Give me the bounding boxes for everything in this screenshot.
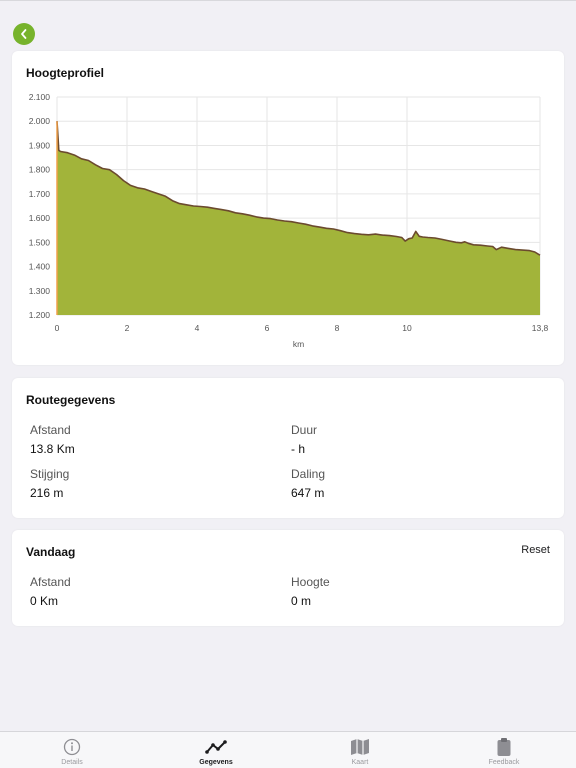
today-height-label: Hoogte [291, 575, 330, 589]
x-axis-label: km [293, 339, 304, 349]
clipboard-icon [493, 737, 515, 757]
elevation-profile-card: Hoogteprofiel 1.200 1.300 1.400 1.500 1.600 1… [12, 51, 564, 365]
x-tick-label: 8 [335, 323, 340, 333]
chevron-left-icon [21, 29, 27, 39]
tab-details[interactable]: Details [32, 732, 112, 768]
map-icon [349, 737, 371, 757]
top-divider [0, 0, 576, 1]
x-tick-label: 4 [195, 323, 200, 333]
today-distance-label: Afstand [30, 575, 71, 589]
elevation-profile-title: Hoogteprofiel [26, 66, 104, 80]
elevation-area [57, 121, 540, 315]
y-tick-label: 1.600 [29, 213, 51, 223]
today-height-value: 0 m [291, 594, 312, 608]
x-tick-label: 2 [125, 323, 130, 333]
route-data-title: Routegegevens [26, 393, 116, 407]
x-tick-label: 0 [55, 323, 60, 333]
today-title: Vandaag [26, 545, 76, 559]
chart-line-icon [205, 737, 227, 757]
tab-gegevens[interactable]: Gegevens [176, 732, 256, 768]
y-tick-label: 1.900 [29, 140, 51, 150]
tab-feedback[interactable]: Feedback [464, 732, 544, 768]
descent-label: Daling [291, 467, 326, 481]
y-tick-label: 1.300 [29, 286, 51, 296]
tab-gegevens-label: Gegevens [199, 759, 233, 766]
x-tick-label: 10 [402, 323, 412, 333]
y-tick-label: 2.100 [29, 92, 51, 102]
info-icon [61, 737, 83, 757]
y-tick-label: 2.000 [29, 116, 51, 126]
tab-bar: Details Gegevens Kaart [0, 731, 576, 768]
back-button[interactable] [13, 23, 35, 45]
y-tick-label: 1.500 [29, 237, 51, 247]
elevation-chart: 1.200 1.300 1.400 1.500 1.600 1.700 1.800 1.900… [29, 92, 549, 349]
elevation-line [56, 121, 541, 256]
ascent-label: Stijging [30, 467, 70, 481]
reset-button[interactable]: Reset [521, 544, 550, 556]
route-data-card: Routegegevens Afstand 13.8 Km Duur - h S… [12, 378, 564, 518]
y-tick-label: 1.400 [29, 262, 51, 272]
y-tick-label: 1.800 [29, 165, 51, 175]
tab-details-label: Details [61, 759, 83, 766]
x-tick-label: 6 [265, 323, 270, 333]
descent-value: 647 m [291, 486, 325, 500]
x-tick-label: 13,8 [532, 323, 549, 333]
distance-label: Afstand [30, 423, 71, 437]
tab-kaart-label: Kaart [351, 759, 369, 766]
duration-value: - h [291, 442, 306, 456]
today-card: Vandaag Reset Afstand 0 Km Hoogte 0 m [12, 530, 564, 626]
ascent-value: 216 m [30, 486, 64, 500]
y-tick-label: 1.200 [29, 310, 51, 320]
duration-label: Duur [291, 423, 318, 437]
today-distance-value: 0 Km [30, 594, 59, 608]
tab-feedback-label: Feedback [488, 759, 520, 766]
y-tick-label: 1.700 [29, 189, 51, 199]
tab-kaart[interactable]: Kaart [320, 732, 400, 768]
distance-value: 13.8 Km [30, 442, 75, 456]
